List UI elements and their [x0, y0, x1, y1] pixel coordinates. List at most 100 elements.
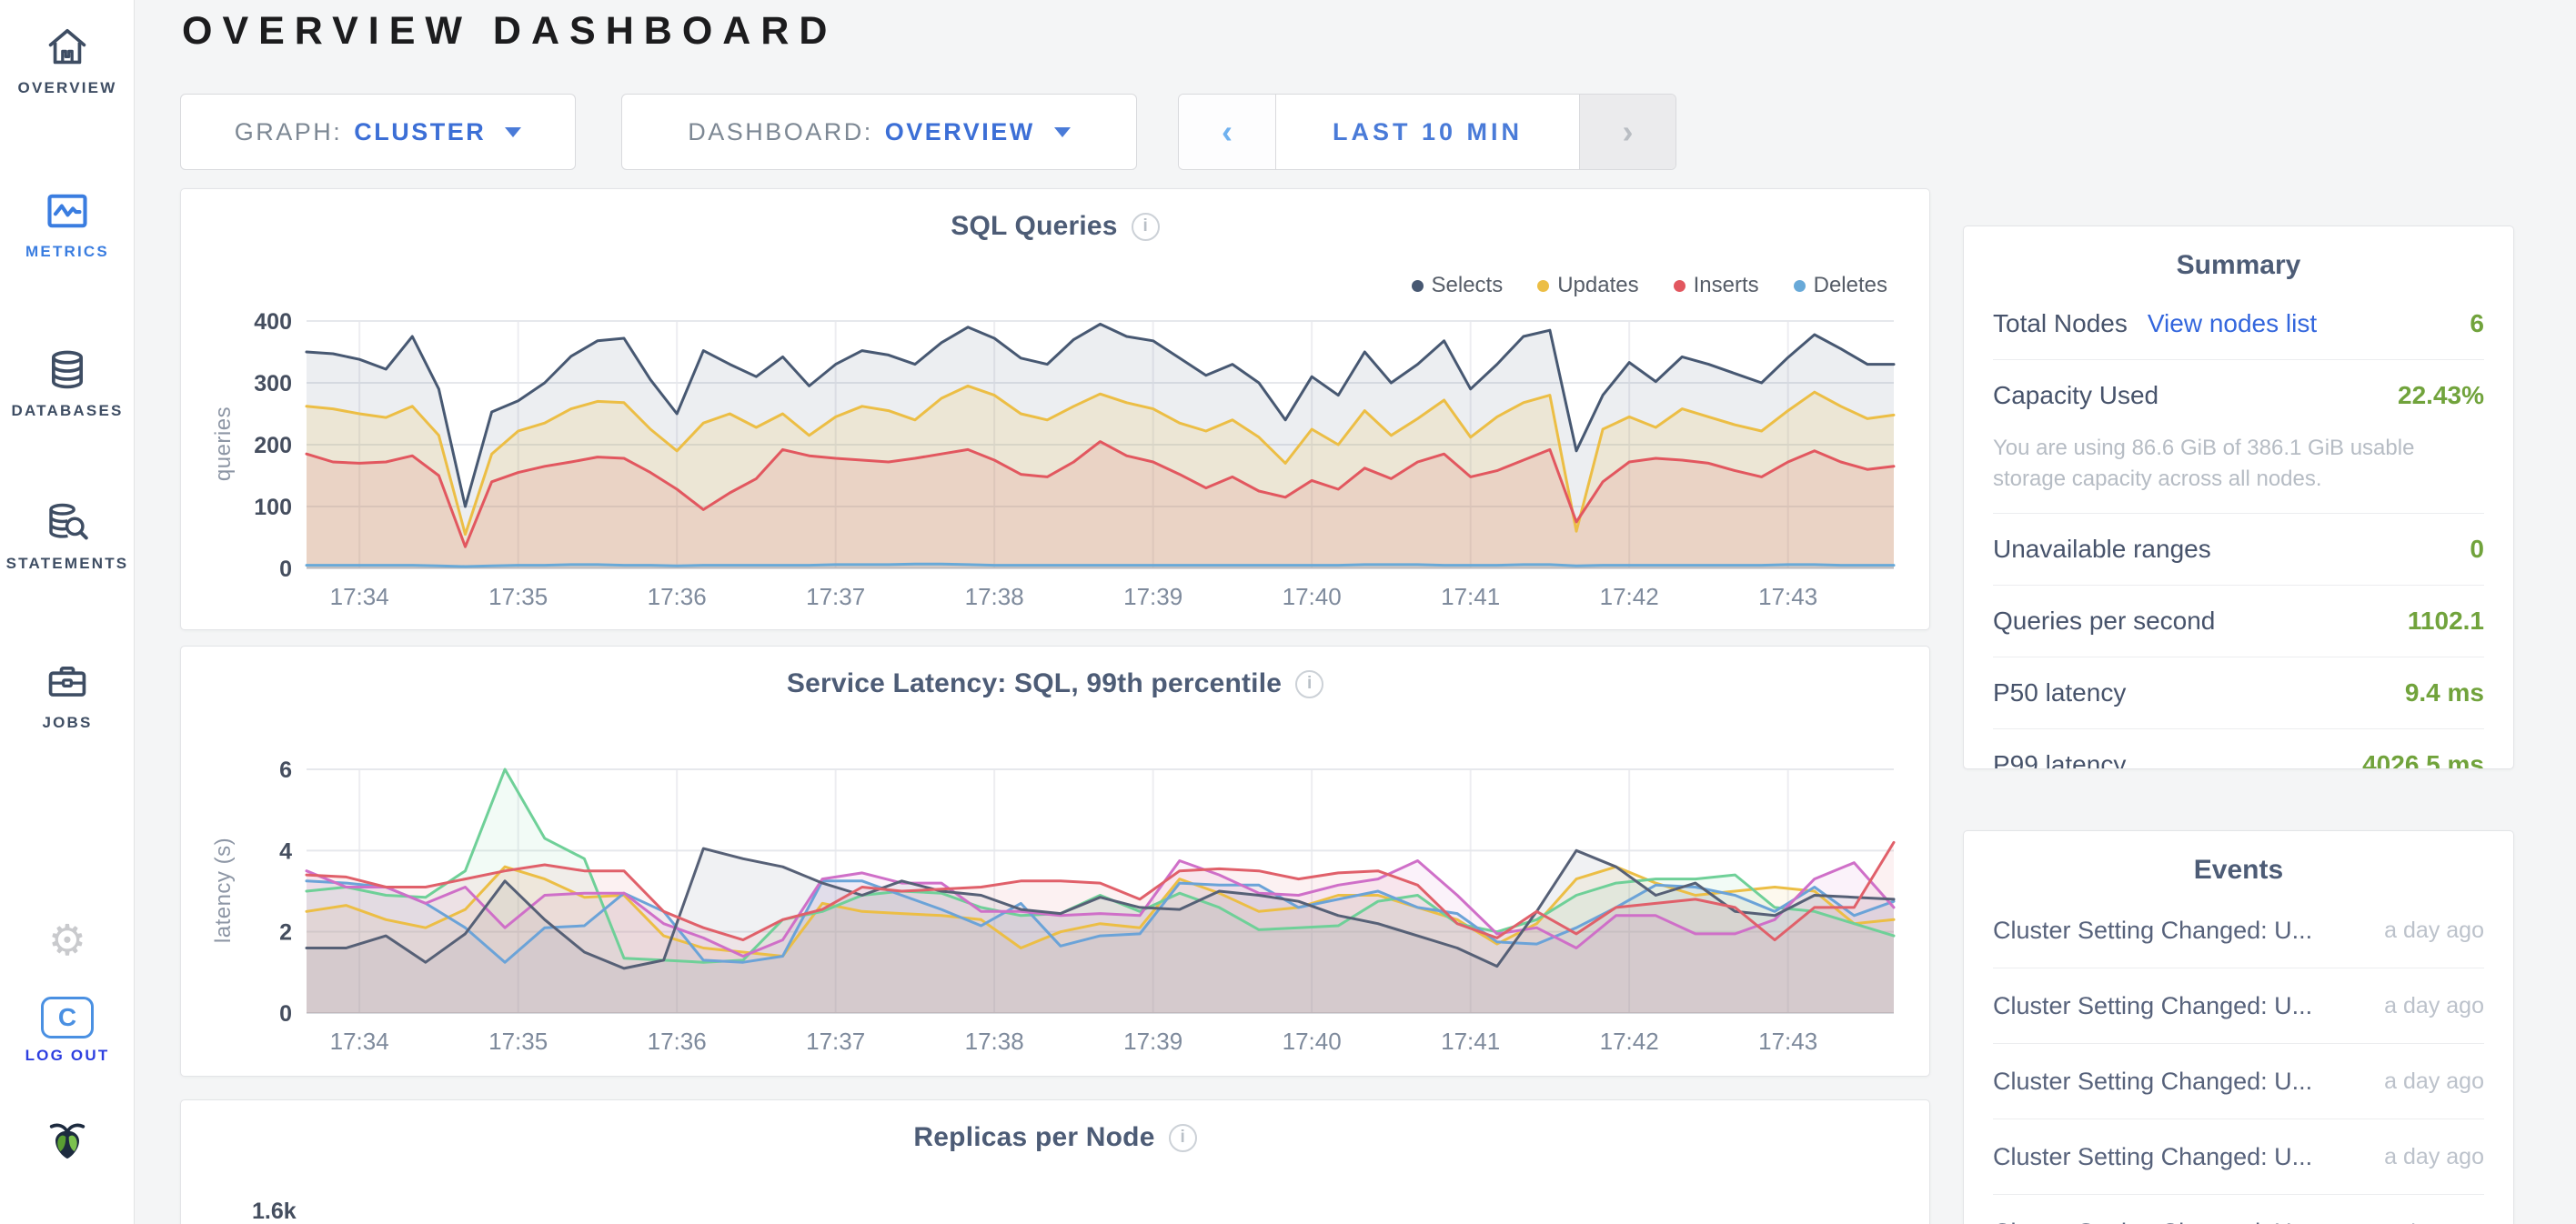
svg-text:17:35: 17:35	[488, 583, 548, 610]
legend-item-inserts[interactable]: Inserts	[1673, 273, 1759, 298]
svg-text:2: 2	[279, 920, 292, 946]
chart-title: Service Latency: SQL, 99th percentile	[786, 668, 1283, 698]
graph-dropdown-label: GRAPH:	[234, 117, 343, 145]
sidebar-item-overview[interactable]: OVERVIEW	[0, 24, 135, 97]
summary-row-value: 1102.1	[2407, 607, 2484, 636]
svg-text:17:37: 17:37	[806, 1028, 865, 1055]
settings-button[interactable]: ⚙	[0, 918, 135, 961]
legend-item-selects[interactable]: Selects	[1411, 273, 1504, 298]
chart-title: SQL Queries	[951, 211, 1118, 241]
service-latency-chart[interactable]: 0 2 4 6 17:34 17:35 17:36 17:37 17:38 17:39 17:40 1…	[225, 756, 1926, 1074]
summary-row-value: 22.43%	[2398, 381, 2484, 409]
logout-button[interactable]: C LOG OUT	[0, 997, 135, 1065]
jobs-icon	[44, 658, 91, 706]
svg-text:17:41: 17:41	[1441, 583, 1500, 610]
view-nodes-list-link[interactable]: View nodes list	[2147, 309, 2318, 337]
dashboard-dropdown-label: DASHBOARD:	[688, 117, 873, 145]
sidebar-item-label: DATABASES	[11, 402, 124, 419]
summary-row: Unavailable ranges 0	[1993, 514, 2484, 585]
event-time: a day ago	[2384, 992, 2484, 1018]
graph-dropdown[interactable]: GRAPH: CLUSTER	[180, 94, 576, 170]
event-row[interactable]: Cluster Setting Changed: U... a day ago	[1993, 968, 2484, 1043]
metrics-icon	[44, 187, 91, 235]
svg-text:17:38: 17:38	[965, 583, 1024, 610]
legend-dot	[1411, 279, 1424, 292]
svg-text:17:34: 17:34	[330, 583, 389, 610]
sidebar-item-jobs[interactable]: JOBS	[0, 658, 135, 732]
time-next-button[interactable]: ›	[1579, 95, 1675, 169]
svg-text:17:42: 17:42	[1600, 1028, 1659, 1055]
chevron-down-icon	[505, 126, 522, 137]
summary-panel: Summary Total Nodes View nodes list 6 Cap…	[1963, 226, 2514, 769]
sql-queries-card: SQL Queries i Selects Updates Inserts De…	[180, 188, 1930, 630]
summary-row: Total Nodes View nodes list 6	[1993, 288, 2484, 359]
summary-row-subtext: You are using 86.6 GiB of 386.1 GiB usab…	[1993, 436, 2415, 492]
divider	[1993, 359, 2484, 360]
summary-title: Summary	[2176, 250, 2301, 280]
logout-label: LOG OUT	[25, 1047, 110, 1064]
event-row[interactable]: Cluster Setting Changed: U... a day ago	[1993, 893, 2484, 968]
summary-row-value: 6	[2470, 309, 2484, 337]
event-time: a day ago	[2384, 917, 2484, 943]
svg-text:17:40: 17:40	[1283, 583, 1342, 610]
svg-text:0: 0	[279, 557, 292, 582]
divider	[1993, 585, 2484, 587]
summary-row-label: P50 latency	[1993, 678, 2127, 707]
sidebar-item-label: JOBS	[42, 714, 93, 731]
event-text: Cluster Setting Changed: U...	[1993, 916, 2313, 944]
replicas-per-node-card: Replicas per Node i 1.6k	[180, 1099, 1930, 1224]
sidebar-item-label: OVERVIEW	[17, 79, 117, 96]
svg-text:17:38: 17:38	[965, 1028, 1024, 1055]
event-text: Cluster Setting Changed: U...	[1993, 1142, 2313, 1170]
cockroach-c-icon: C	[41, 997, 94, 1038]
time-prev-button[interactable]: ‹	[1179, 95, 1276, 169]
svg-text:17:36: 17:36	[648, 1028, 707, 1055]
svg-text:200: 200	[254, 433, 292, 458]
sidebar-item-label: STATEMENTS	[5, 555, 129, 572]
dashboard-dropdown[interactable]: DASHBOARD: OVERVIEW	[621, 94, 1137, 170]
legend-label: Selects	[1431, 273, 1504, 297]
info-icon[interactable]: i	[1131, 212, 1160, 241]
svg-text:17:41: 17:41	[1441, 1028, 1500, 1055]
dashboard-dropdown-value: OVERVIEW	[884, 117, 1035, 145]
legend-item-deletes[interactable]: Deletes	[1793, 273, 1887, 298]
summary-row: Capacity Used 22.43%	[1993, 360, 2484, 431]
sidebar-item-label: METRICS	[25, 243, 109, 260]
event-row[interactable]: Cluster Setting Changed: U... a day ago	[1993, 1044, 2484, 1119]
cockroach-bug-icon	[44, 1117, 91, 1164]
event-row[interactable]: Cluster Setting Changed: U... a day ago	[1993, 1195, 2484, 1224]
summary-row-label: P99 latency	[1993, 750, 2127, 769]
event-text: Cluster Setting Changed: U...	[1993, 1219, 2312, 1224]
summary-row-label: Total Nodes	[1993, 309, 2128, 337]
legend-dot	[1537, 279, 1550, 292]
svg-text:17:36: 17:36	[648, 583, 707, 610]
gear-icon: ⚙	[47, 916, 87, 964]
sidebar-item-statements[interactable]: STATEMENTS	[0, 499, 135, 573]
svg-text:17:39: 17:39	[1123, 583, 1182, 610]
databases-icon	[44, 346, 91, 394]
time-range-value[interactable]: LAST 10 MIN	[1332, 117, 1524, 145]
statements-icon	[44, 499, 91, 547]
chevron-down-icon	[1053, 126, 1071, 137]
info-icon[interactable]: i	[1295, 669, 1324, 698]
sql-queries-chart[interactable]: 0 100 200 300 400 17:34 17:35 17:36 17:37 17:38 17…	[225, 307, 1926, 626]
cockroachdb-logo	[0, 1117, 135, 1164]
time-range-selector: ‹ LAST 10 MIN ›	[1178, 94, 1676, 170]
svg-text:17:43: 17:43	[1758, 1028, 1817, 1055]
sidebar-item-metrics[interactable]: METRICS	[0, 187, 135, 261]
svg-text:400: 400	[254, 309, 292, 335]
info-icon[interactable]: i	[1168, 1123, 1197, 1152]
event-row[interactable]: Cluster Setting Changed: U... a day ago	[1993, 1119, 2484, 1194]
svg-text:4: 4	[279, 838, 292, 864]
legend-item-updates[interactable]: Updates	[1537, 273, 1639, 298]
divider	[1993, 1194, 2484, 1195]
sidebar-item-databases[interactable]: DATABASES	[0, 346, 135, 420]
divider	[1993, 1043, 2484, 1044]
event-time: a day ago	[2384, 1219, 2484, 1224]
sidebar: OVERVIEW METRICS DATABASES STATEMENTS JOBS ⚙…	[0, 0, 135, 1224]
svg-text:0: 0	[279, 1001, 292, 1027]
legend-label: Updates	[1557, 273, 1639, 297]
divider	[1993, 513, 2484, 515]
svg-text:17:37: 17:37	[806, 583, 865, 610]
